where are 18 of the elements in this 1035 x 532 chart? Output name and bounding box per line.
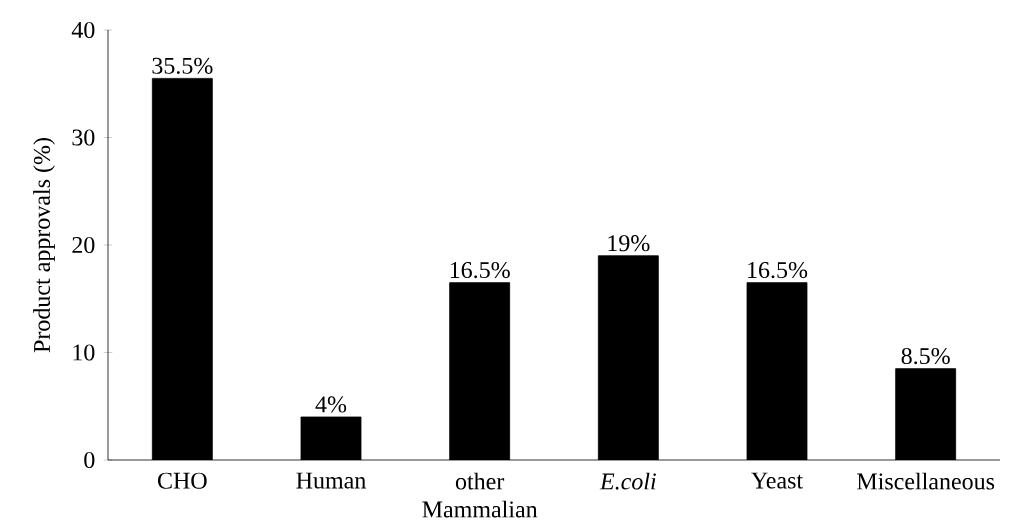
x-tick-label: Human bbox=[296, 472, 366, 489]
x-tick-label: E.coli bbox=[599, 472, 656, 490]
y-axis-title: Product approvals (%) bbox=[33, 138, 55, 353]
data-label: 35.5% bbox=[152, 57, 213, 74]
y-tick-label: 10 bbox=[73, 344, 95, 361]
y-tick-label: 40 bbox=[71, 21, 95, 39]
x-tick-label: Yeast bbox=[751, 472, 803, 489]
y-tick-label: 20 bbox=[72, 236, 95, 254]
data-label: 19% bbox=[608, 235, 650, 252]
data-label: 16.5% bbox=[748, 261, 808, 279]
y-tick-label: 0 bbox=[84, 451, 95, 469]
data-label: 8.5% bbox=[901, 347, 950, 365]
y-tick-label: 30 bbox=[72, 129, 95, 146]
data-label: 4% bbox=[315, 396, 347, 413]
x-tick-label: Miscellaneous bbox=[857, 472, 995, 490]
x-tick-label: CHO bbox=[157, 472, 207, 489]
x-tick-label: other Mammalian bbox=[422, 472, 538, 518]
data-label: 16.5% bbox=[450, 261, 510, 279]
